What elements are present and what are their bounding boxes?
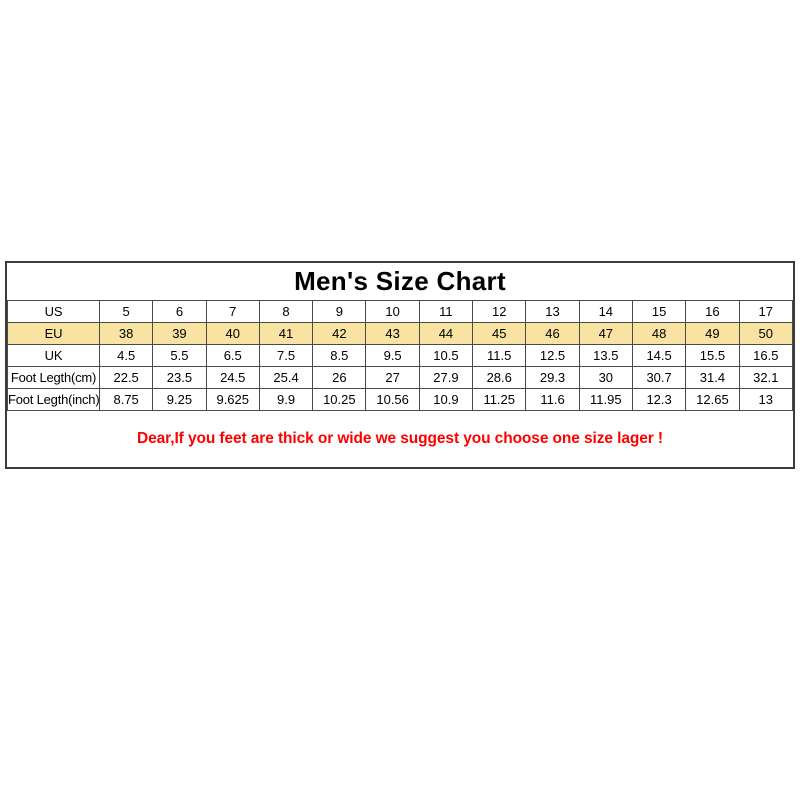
cell-inch-7: 11.25 [472,388,527,411]
cell-us-11: 16 [685,300,740,323]
cell-us-6: 11 [418,300,474,323]
size-chart-body: Men's Size Chart US 5 6 7 8 9 10 11 12 1… [7,263,794,467]
cell-inch-3: 9.9 [258,388,314,411]
size-chart-table-container: Men's Size Chart US 5 6 7 8 9 10 11 12 1… [5,261,795,469]
title-row: Men's Size Chart [7,263,793,301]
cell-eu-5: 43 [365,322,420,345]
cell-us-3: 8 [258,300,314,323]
size-chart-table: Men's Size Chart US 5 6 7 8 9 10 11 12 1… [7,263,794,467]
cell-uk-10: 14.5 [631,344,687,367]
cell-uk-4: 8.5 [312,344,367,367]
sizing-note-text: Dear,If you feet are thick or wide we su… [137,430,663,447]
cell-cm-11: 31.4 [685,366,740,389]
cell-uk-8: 12.5 [525,344,580,367]
cell-inch-5: 10.56 [365,388,420,411]
sizing-note-cell: Dear,If you feet are thick or wide we su… [7,410,793,467]
cell-cm-4: 26 [312,366,367,389]
cell-uk-5: 9.5 [365,344,420,367]
cell-us-10: 15 [631,300,687,323]
cell-cm-5: 27 [365,366,420,389]
cell-eu-11: 49 [685,322,740,345]
row-label-uk: UK [7,344,100,367]
cell-eu-8: 46 [525,322,580,345]
cell-cm-7: 28.6 [472,366,527,389]
row-label-us: US [7,300,100,323]
cell-uk-0: 4.5 [98,344,154,367]
cell-us-4: 9 [312,300,367,323]
row-label-foot-length-inch: Foot Legth(inch) [7,388,100,411]
cell-inch-10: 12.3 [631,388,687,411]
cell-inch-0: 8.75 [98,388,154,411]
cell-cm-2: 24.5 [205,366,260,389]
cell-cm-12: 32.1 [738,366,794,389]
cell-uk-2: 6.5 [205,344,260,367]
cell-uk-1: 5.5 [152,344,207,367]
cell-us-9: 14 [578,300,633,323]
cell-inch-2: 9.625 [205,388,260,411]
cell-us-7: 12 [472,300,527,323]
cell-eu-4: 42 [312,322,367,345]
cell-us-5: 10 [365,300,420,323]
cell-uk-6: 10.5 [418,344,474,367]
row-label-foot-length-cm: Foot Legth(cm) [7,366,100,389]
cell-eu-3: 41 [258,322,314,345]
cell-eu-2: 40 [205,322,260,345]
cell-eu-10: 48 [631,322,687,345]
table-row-uk: UK 4.5 5.5 6.5 7.5 8.5 9.5 10.5 11.5 12.… [7,344,794,367]
cell-eu-7: 45 [472,322,527,345]
cell-uk-9: 13.5 [578,344,633,367]
table-row-eu: EU 38 39 40 41 42 43 44 45 46 47 48 49 5… [7,322,794,345]
cell-eu-9: 47 [578,322,633,345]
cell-us-0: 5 [98,300,154,323]
table-row-us: US 5 6 7 8 9 10 11 12 13 14 15 16 17 [7,300,794,323]
cell-cm-3: 25.4 [258,366,314,389]
cell-us-8: 13 [525,300,580,323]
cell-inch-9: 11.95 [578,388,633,411]
cell-cm-0: 22.5 [98,366,154,389]
cell-inch-8: 11.6 [525,388,580,411]
cell-eu-0: 38 [98,322,154,345]
table-row-foot-length-inch: Foot Legth(inch) 8.75 9.25 9.625 9.9 10.… [7,388,794,411]
cell-us-2: 7 [205,300,260,323]
cell-uk-12: 16.5 [738,344,794,367]
table-row-foot-length-cm: Foot Legth(cm) 22.5 23.5 24.5 25.4 26 27… [7,366,794,389]
cell-cm-10: 30.7 [631,366,687,389]
cell-cm-9: 30 [578,366,633,389]
cell-eu-1: 39 [152,322,207,345]
cell-cm-6: 27.9 [418,366,474,389]
row-label-eu: EU [7,322,100,345]
cell-inch-6: 10.9 [418,388,474,411]
cell-cm-8: 29.3 [525,366,580,389]
cell-inch-12: 13 [738,388,794,411]
page-title: Men's Size Chart [294,266,506,296]
cell-inch-4: 10.25 [312,388,367,411]
cell-eu-12: 50 [738,322,794,345]
cell-uk-11: 15.5 [685,344,740,367]
cell-cm-1: 23.5 [152,366,207,389]
cell-us-12: 17 [738,300,794,323]
cell-eu-6: 44 [418,322,474,345]
cell-uk-3: 7.5 [258,344,314,367]
note-row: Dear,If you feet are thick or wide we su… [7,410,793,467]
chart-title-cell: Men's Size Chart [7,263,793,301]
cell-uk-7: 11.5 [472,344,527,367]
cell-inch-11: 12.65 [685,388,740,411]
cell-inch-1: 9.25 [152,388,207,411]
cell-us-1: 6 [152,300,207,323]
